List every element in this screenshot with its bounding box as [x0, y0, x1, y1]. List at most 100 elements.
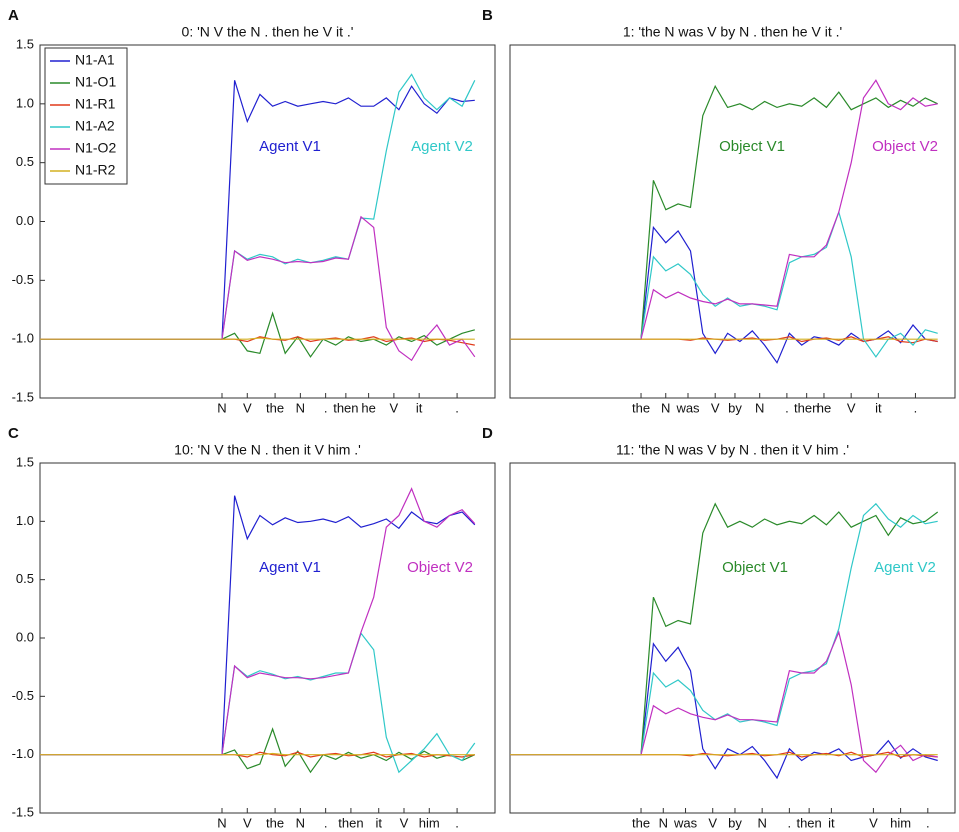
- y-tick-label: -1.0: [12, 331, 34, 346]
- series-line: [40, 727, 476, 774]
- panel-letter: A: [8, 7, 19, 24]
- x-tick-label: by: [728, 815, 742, 830]
- series-line: [40, 311, 475, 358]
- annotation: Agent V1: [259, 559, 321, 576]
- series-line: [510, 502, 938, 756]
- plot-frame: [509, 44, 956, 399]
- plot-frame: [39, 462, 496, 814]
- annotation: Object V1: [719, 138, 785, 155]
- series-line: [40, 495, 476, 756]
- series-line: [40, 215, 476, 362]
- y-tick-label: 0.5: [16, 571, 34, 586]
- y-tick-label: 0.0: [16, 629, 34, 644]
- panel-letter: C: [8, 425, 19, 442]
- panel-letter: B: [482, 7, 493, 24]
- x-tick-label: N: [661, 400, 670, 415]
- legend-label: N1-R1: [75, 96, 116, 112]
- x-tick-label: N: [755, 400, 764, 415]
- x-tick-label: then: [333, 400, 358, 415]
- series-line: [40, 80, 475, 340]
- x-tick-label: it: [875, 400, 882, 415]
- x-tick-label: .: [324, 400, 328, 415]
- chart-title: 1: 'the N was V by N . then he V it .': [623, 24, 842, 40]
- annotation: Object V2: [407, 559, 473, 576]
- x-tick-label: V: [847, 400, 856, 415]
- x-tick-label: N: [757, 815, 766, 830]
- x-tick-label: the: [266, 400, 284, 415]
- series-line: [510, 630, 938, 774]
- annotation: Agent V2: [874, 559, 936, 576]
- x-tick-label: he: [361, 400, 375, 415]
- x-tick-label: V: [869, 815, 878, 830]
- x-tick-label: the: [266, 815, 284, 830]
- legend-label: N1-O2: [75, 140, 116, 156]
- x-tick-label: .: [914, 400, 918, 415]
- series-line: [510, 84, 938, 340]
- series-line: [510, 79, 938, 340]
- x-tick-label: N: [217, 400, 226, 415]
- x-tick-label: it: [375, 815, 382, 830]
- plot-frame: [509, 462, 956, 814]
- legend-label: N1-O1: [75, 74, 116, 90]
- x-tick-label: him: [419, 815, 440, 830]
- x-tick-label: .: [785, 400, 789, 415]
- x-tick-label: then: [796, 815, 821, 830]
- x-tick-label: was: [675, 400, 700, 415]
- chart-title: 11: 'the N was V by N . then it V him .': [616, 442, 849, 458]
- y-tick-label: 0.0: [16, 213, 34, 228]
- legend-label: N1-A2: [75, 118, 115, 134]
- annotation: Agent V1: [259, 138, 321, 155]
- y-tick-label: -0.5: [12, 272, 34, 287]
- x-tick-label: the: [632, 815, 650, 830]
- chart-title: 0: 'N V the N . then he V it .': [182, 24, 354, 40]
- series-line: [40, 337, 475, 340]
- series-line: [510, 642, 938, 780]
- x-tick-label: V: [243, 815, 252, 830]
- annotation: Object V1: [722, 559, 788, 576]
- y-tick-label: 1.5: [16, 36, 34, 51]
- series-line: [40, 487, 476, 756]
- x-tick-label: it: [416, 400, 423, 415]
- y-tick-label: -1.0: [12, 746, 34, 761]
- y-tick-label: 1.0: [16, 513, 34, 528]
- y-tick-label: 1.5: [16, 454, 34, 469]
- series-line: [510, 210, 938, 358]
- x-tick-label: was: [673, 815, 698, 830]
- series-line: [510, 502, 939, 756]
- x-tick-label: it: [828, 815, 835, 830]
- x-tick-label: .: [324, 815, 328, 830]
- x-tick-label: him: [890, 815, 911, 830]
- legend-box: [44, 47, 128, 185]
- x-tick-label: N: [217, 815, 226, 830]
- x-tick-label: V: [390, 400, 399, 415]
- y-tick-label: -0.5: [12, 688, 34, 703]
- x-tick-label: then: [338, 815, 363, 830]
- x-tick-label: N: [296, 400, 305, 415]
- x-tick-label: .: [788, 815, 792, 830]
- x-tick-label: .: [926, 815, 930, 830]
- x-tick-label: V: [400, 815, 409, 830]
- x-tick-label: N: [296, 815, 305, 830]
- panel-letter: D: [482, 425, 493, 442]
- legend-label: N1-R2: [75, 162, 116, 178]
- legend-label: N1-A1: [75, 52, 115, 68]
- chart-title: 10: 'N V the N . then it V him .': [174, 442, 361, 458]
- y-tick-label: -1.5: [12, 389, 34, 404]
- annotation: Agent V2: [411, 138, 473, 155]
- x-tick-label: by: [728, 400, 742, 415]
- x-tick-label: V: [711, 400, 720, 415]
- y-tick-label: 0.5: [16, 154, 34, 169]
- y-tick-label: 1.0: [16, 95, 34, 110]
- x-tick-label: he: [817, 400, 831, 415]
- x-tick-label: the: [632, 400, 650, 415]
- x-tick-label: V: [243, 400, 252, 415]
- x-tick-label: .: [455, 400, 459, 415]
- annotation: Object V2: [872, 138, 938, 155]
- x-tick-label: N: [659, 815, 668, 830]
- y-tick-label: -1.5: [12, 804, 34, 819]
- x-tick-label: V: [708, 815, 717, 830]
- series-line: [40, 752, 475, 756]
- x-tick-label: then: [794, 400, 819, 415]
- x-tick-label: .: [455, 815, 459, 830]
